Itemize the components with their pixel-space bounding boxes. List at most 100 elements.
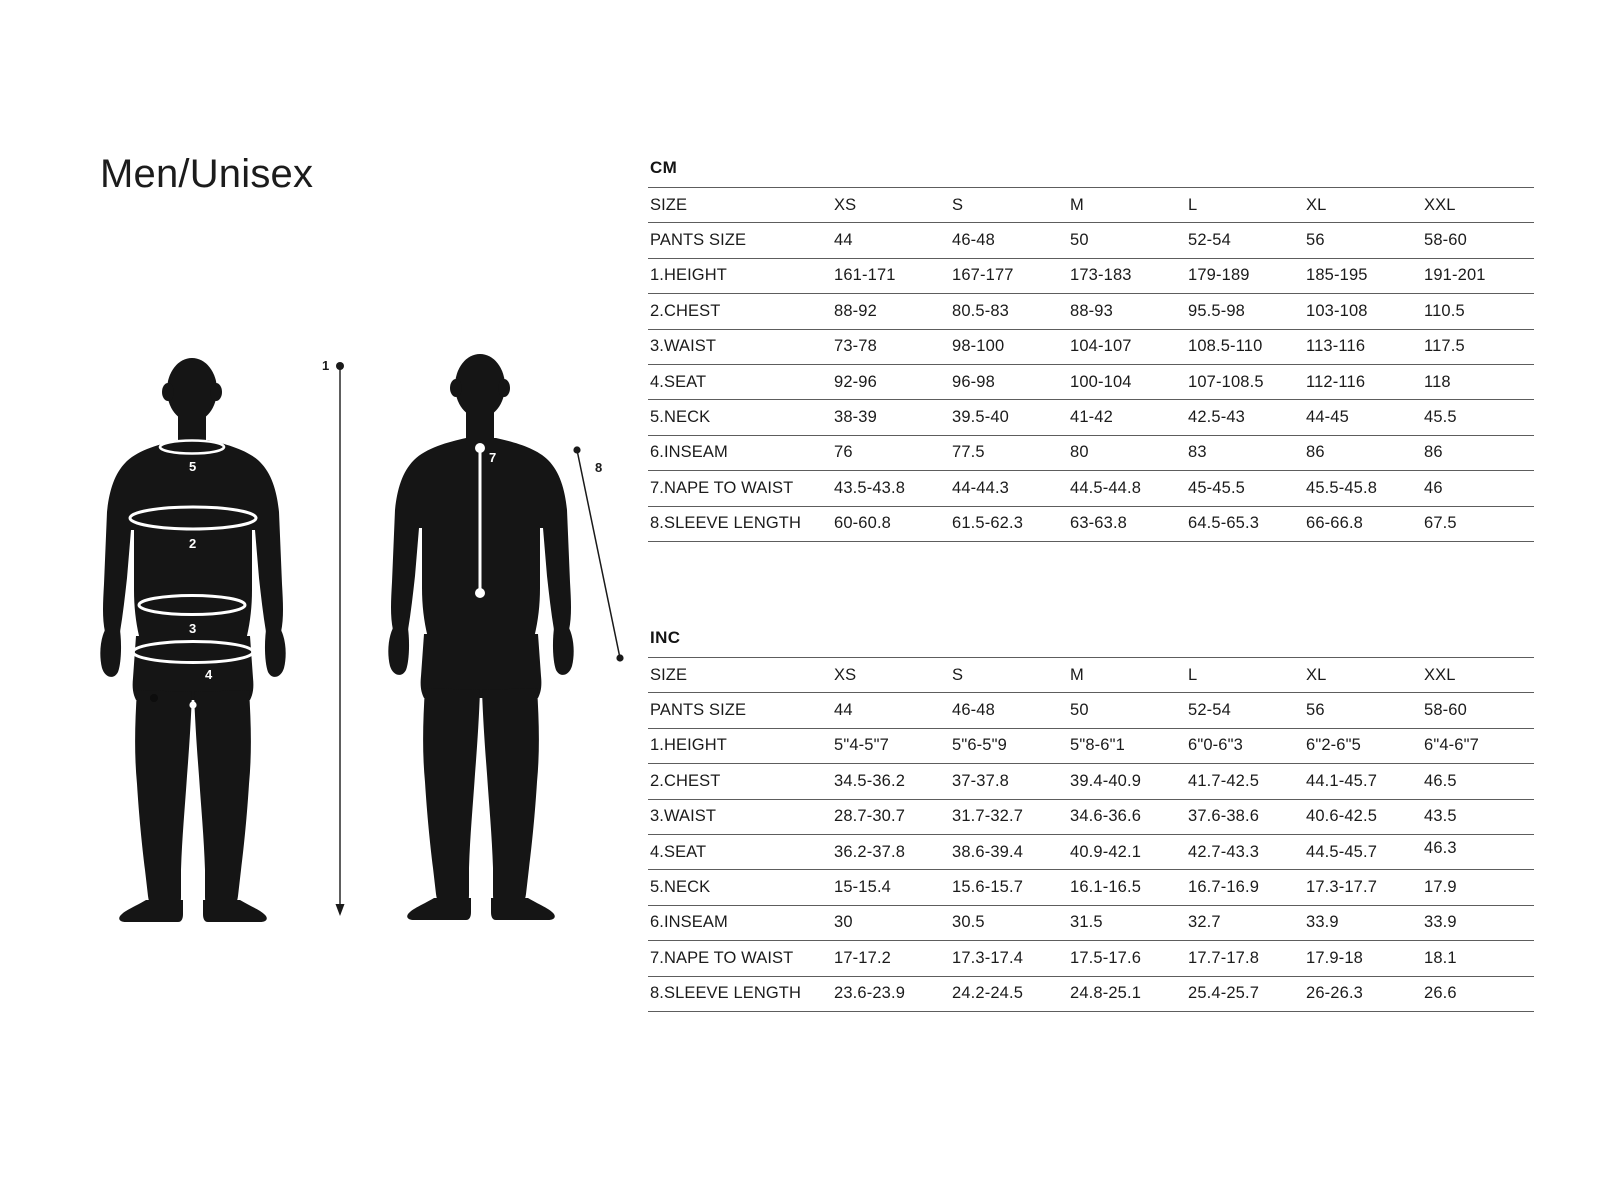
table-row: SIZE XS S M L XL XXL xyxy=(648,656,1534,693)
cell-l: 6"0-6"3 xyxy=(1186,727,1304,764)
cell-xxl: 6"4-6"7 xyxy=(1422,727,1534,764)
cell-xxl: XXL xyxy=(1422,656,1534,693)
marker-nape-to-waist-label: 7 xyxy=(489,450,497,465)
cell-xxl: 43.5 xyxy=(1422,798,1534,835)
row-label: 5.NECK xyxy=(648,399,832,436)
cell-s: S xyxy=(950,656,1068,693)
cell-l: 52-54 xyxy=(1186,692,1304,729)
cell-xxl: 110.5 xyxy=(1422,293,1534,330)
table-row: 6.INSEAM 30 30.5 31.5 32.7 33.9 33.9 xyxy=(648,904,1534,941)
inc-table-block: INC SIZE XS S M L XL XXL PANTS SIZE 44 xyxy=(648,628,1534,1012)
cell-xl: 17.9-18 xyxy=(1304,940,1422,977)
cell-s: S xyxy=(950,186,1068,223)
cell-s: 98-100 xyxy=(950,328,1068,365)
cell-xl: 17.3-17.7 xyxy=(1304,869,1422,906)
cell-xs: 17-17.2 xyxy=(832,940,950,977)
marker-sleeve-length-label: 8 xyxy=(595,460,603,475)
cell-m: 44.5-44.8 xyxy=(1068,470,1186,507)
cell-l: 64.5-65.3 xyxy=(1186,505,1304,542)
table-row: 8.SLEEVE LENGTH 23.6-23.9 24.2-24.5 24.8… xyxy=(648,975,1534,1012)
cell-l: 37.6-38.6 xyxy=(1186,798,1304,835)
cell-m: 88-93 xyxy=(1068,293,1186,330)
waist-ring xyxy=(137,594,247,616)
cell-s: 46-48 xyxy=(950,222,1068,259)
row-label: SIZE xyxy=(648,186,832,223)
cm-size-table: SIZE XS S M L XL XXL PANTS SIZE 44 46-48… xyxy=(648,186,1534,542)
neck-ring xyxy=(158,439,226,455)
cell-l: 16.7-16.9 xyxy=(1186,869,1304,906)
cell-m: M xyxy=(1068,186,1186,223)
marker-seat-label: 4 xyxy=(205,667,213,682)
cell-xl: 66-66.8 xyxy=(1304,505,1422,542)
cell-xxl: 118 xyxy=(1422,363,1534,400)
inc-size-table: SIZE XS S M L XL XXL PANTS SIZE 44 46-48… xyxy=(648,656,1534,1012)
table-row: 3.WAIST 73-78 98-100 104-107 108.5-110 1… xyxy=(648,328,1534,365)
cell-xxl: 46.5 xyxy=(1422,763,1534,800)
cell-xxl: 67.5 xyxy=(1422,505,1534,542)
cell-l: 52-54 xyxy=(1186,222,1304,259)
cell-xs: 76 xyxy=(832,434,950,471)
row-label: 2.CHEST xyxy=(648,293,832,330)
table-row: SIZE XS S M L XL XXL xyxy=(648,186,1534,223)
cell-xs: 43.5-43.8 xyxy=(832,470,950,507)
table-row: 8.SLEEVE LENGTH 60-60.8 61.5-62.3 63-63.… xyxy=(648,505,1534,542)
cell-m: M xyxy=(1068,656,1186,693)
inseam-measurement-line xyxy=(189,701,197,904)
cell-s: 44-44.3 xyxy=(950,470,1068,507)
cell-s: 30.5 xyxy=(950,904,1068,941)
cell-xxl: 86 xyxy=(1422,434,1534,471)
cell-xs: 34.5-36.2 xyxy=(832,763,950,800)
cell-xs: 44 xyxy=(832,222,950,259)
table-row: 6.INSEAM 76 77.5 80 83 86 86 xyxy=(648,434,1534,471)
cell-m: 16.1-16.5 xyxy=(1068,869,1186,906)
front-figure-silhouette xyxy=(100,358,286,922)
cell-xxl: 46 xyxy=(1422,470,1534,507)
cell-xxl: 17.9 xyxy=(1422,869,1534,906)
cell-xl: 113-116 xyxy=(1304,328,1422,365)
cell-s: 38.6-39.4 xyxy=(950,833,1068,870)
cell-xl: 6"2-6"5 xyxy=(1304,727,1422,764)
cell-s: 15.6-15.7 xyxy=(950,869,1068,906)
marker-neck-label: 5 xyxy=(189,459,197,474)
cell-m: 5"8-6"1 xyxy=(1068,727,1186,764)
cell-xxl: 26.6 xyxy=(1422,975,1534,1012)
cell-l: 179-189 xyxy=(1186,257,1304,294)
cell-xl: 45.5-45.8 xyxy=(1304,470,1422,507)
cell-m: 39.4-40.9 xyxy=(1068,763,1186,800)
row-label: 3.WAIST xyxy=(648,798,832,835)
sleeve-length-measurement-line xyxy=(573,446,624,662)
inc-table-body: SIZE XS S M L XL XXL PANTS SIZE 44 46-48… xyxy=(648,656,1534,1012)
row-label: 8.SLEEVE LENGTH xyxy=(648,505,832,542)
page-title: Men/Unisex xyxy=(100,152,314,196)
cell-m: 104-107 xyxy=(1068,328,1186,365)
cell-xs: XS xyxy=(832,186,950,223)
table-row: 4.SEAT 36.2-37.8 38.6-39.4 40.9-42.1 42.… xyxy=(648,833,1534,870)
cell-m: 173-183 xyxy=(1068,257,1186,294)
cm-unit-label: CM xyxy=(650,158,678,177)
cell-xl: 44-45 xyxy=(1304,399,1422,436)
cell-xs: 15-15.4 xyxy=(832,869,950,906)
cell-xl: 56 xyxy=(1304,222,1422,259)
cell-xs: 38-39 xyxy=(832,399,950,436)
cell-xl: 112-116 xyxy=(1304,363,1422,400)
cell-xl: 40.6-42.5 xyxy=(1304,798,1422,835)
table-row: 3.WAIST 28.7-30.7 31.7-32.7 34.6-36.6 37… xyxy=(648,798,1534,835)
cell-s: 96-98 xyxy=(950,363,1068,400)
cell-l: 45-45.5 xyxy=(1186,470,1304,507)
cell-s: 24.2-24.5 xyxy=(950,975,1068,1012)
cell-m: 50 xyxy=(1068,692,1186,729)
inc-unit-label: INC xyxy=(650,628,681,647)
row-label: 7.NAPE TO WAIST xyxy=(648,470,832,507)
row-label: 6.INSEAM xyxy=(648,434,832,471)
cm-table-body: SIZE XS S M L XL XXL PANTS SIZE 44 46-48… xyxy=(648,186,1534,542)
measurement-illustration: 5 2 3 4 1 7 8 xyxy=(90,340,630,940)
row-label: 6.INSEAM xyxy=(648,904,832,941)
cell-m: 50 xyxy=(1068,222,1186,259)
row-label: PANTS SIZE xyxy=(648,222,832,259)
cell-xl: 185-195 xyxy=(1304,257,1422,294)
cell-l: 32.7 xyxy=(1186,904,1304,941)
cell-xs: 73-78 xyxy=(832,328,950,365)
table-row: 4.SEAT 92-96 96-98 100-104 107-108.5 112… xyxy=(648,363,1534,400)
cell-m: 17.5-17.6 xyxy=(1068,940,1186,977)
cell-m: 80 xyxy=(1068,434,1186,471)
